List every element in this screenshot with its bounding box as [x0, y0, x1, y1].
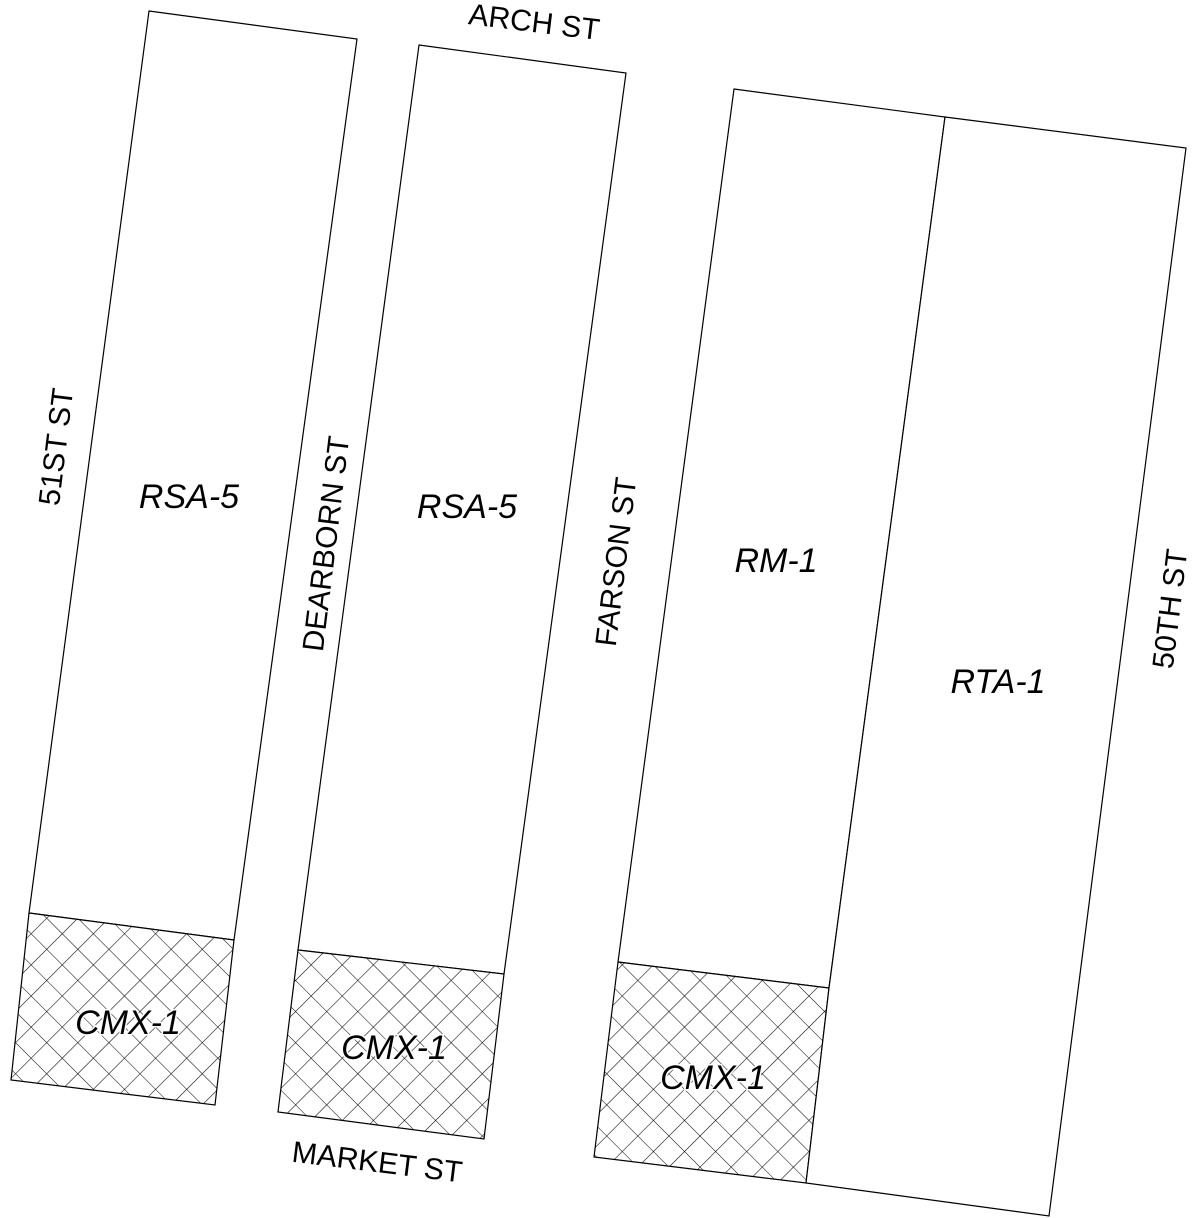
- block-2: [277, 44, 627, 1140]
- street-label-market: MARKET ST: [290, 1136, 464, 1190]
- block-1: [10, 10, 358, 1106]
- street-label-50th: 50TH ST: [1147, 547, 1194, 670]
- zone-label-block1-upper: RSA-5: [139, 478, 239, 516]
- zone-label-block3-west-lower: CMX-1: [660, 1059, 766, 1097]
- zone-label-block1-lower: CMX-1: [75, 1004, 181, 1042]
- parcel-block1-upper[interactable]: [28, 10, 358, 941]
- parcel-block2-lower[interactable]: [277, 949, 505, 1140]
- street-label-51st: 51ST ST: [33, 386, 80, 507]
- zone-label-block3-east: RTA-1: [950, 663, 1045, 701]
- parcel-block1-lower[interactable]: [10, 912, 235, 1106]
- zone-label-block2-upper: RSA-5: [417, 488, 517, 526]
- zone-label-block3-west-upper: RM-1: [734, 542, 817, 580]
- street-label-arch: ARCH ST: [467, 0, 602, 47]
- street-label-farson: FARSON ST: [590, 475, 643, 648]
- parcel-block3-east[interactable]: [805, 116, 1187, 1217]
- zone-label-block2-lower: CMX-1: [341, 1029, 447, 1067]
- block-3: [593, 88, 1187, 1217]
